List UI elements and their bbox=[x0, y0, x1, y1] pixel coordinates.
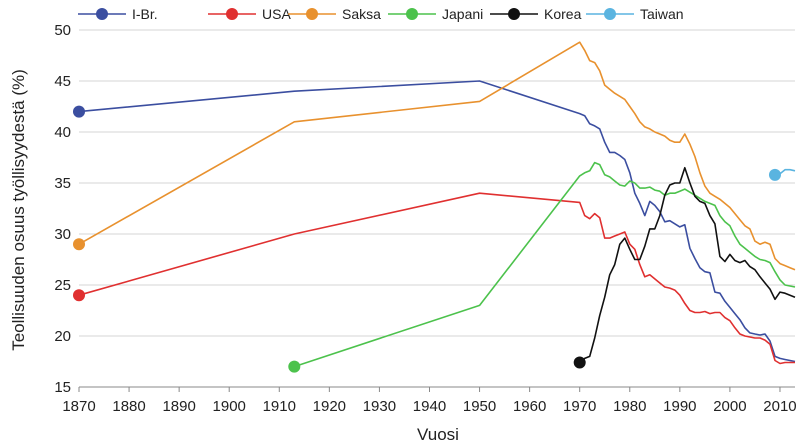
y-tick-label: 15 bbox=[54, 379, 71, 396]
legend-label-korea: Korea bbox=[544, 6, 582, 22]
x-axis-title: Vuosi bbox=[417, 425, 459, 444]
x-tick-label: 1870 bbox=[62, 398, 95, 415]
legend-marker-i-br bbox=[96, 8, 108, 20]
x-tick-label: 1880 bbox=[112, 398, 145, 415]
series-line-i-br bbox=[78, 80, 796, 363]
x-tick-label: 1930 bbox=[363, 398, 396, 415]
y-tick-label: 20 bbox=[54, 328, 71, 345]
y-tick-label: 30 bbox=[54, 226, 71, 243]
legend-label-usa: USA bbox=[262, 6, 291, 22]
series-lines bbox=[78, 41, 796, 368]
series-line-saksa bbox=[78, 41, 796, 271]
legend-marker-japani bbox=[406, 8, 418, 20]
x-tick-label: 2000 bbox=[713, 398, 746, 415]
y-tick-label: 45 bbox=[54, 73, 71, 90]
x-tick-label: 1970 bbox=[563, 398, 596, 415]
x-tick-label: 1960 bbox=[513, 398, 546, 415]
y-tick-label: 35 bbox=[54, 175, 71, 192]
y-tick-label: 40 bbox=[54, 124, 71, 141]
x-tick-label: 1950 bbox=[463, 398, 496, 415]
series-marker-japani bbox=[288, 360, 301, 373]
series-line-korea bbox=[579, 166, 796, 364]
series-marker-i-br bbox=[73, 105, 85, 118]
axes: 15 20 25 30 35 40 45 50 1870 1880 1890 1900 1910 1920… bbox=[54, 22, 796, 415]
x-tick-label: 1940 bbox=[413, 398, 446, 415]
series-marker-taiwan bbox=[768, 168, 781, 181]
y-tick-label: 25 bbox=[54, 277, 71, 294]
x-tick-label: 2010 bbox=[763, 398, 796, 415]
series-marker-saksa bbox=[73, 238, 85, 251]
x-tick-label: 1910 bbox=[263, 398, 296, 415]
y-tick-label: 50 bbox=[54, 22, 71, 39]
legend-marker-saksa bbox=[306, 8, 318, 20]
x-tick-label: 1980 bbox=[613, 398, 646, 415]
legend: I-Br. USA Saksa Japani Korea Taiwan bbox=[78, 6, 684, 22]
y-axis-title: Teollisuuden osuus työllisyydestä (%) bbox=[9, 69, 28, 351]
series-line-japani bbox=[294, 161, 796, 368]
x-tick-label: 1900 bbox=[213, 398, 246, 415]
legend-label-i-br: I-Br. bbox=[132, 6, 158, 22]
legend-label-taiwan: Taiwan bbox=[640, 6, 684, 22]
series-markers bbox=[73, 105, 781, 373]
x-tick-label: 1920 bbox=[313, 398, 346, 415]
series-line-usa bbox=[78, 192, 795, 365]
legend-label-saksa: Saksa bbox=[342, 6, 381, 22]
legend-label-japani: Japani bbox=[442, 6, 483, 22]
series-marker-usa bbox=[73, 289, 85, 302]
legend-marker-taiwan bbox=[604, 8, 616, 20]
x-tick-label: 1890 bbox=[162, 398, 195, 415]
x-tick-label: 1990 bbox=[663, 398, 696, 415]
series-marker-korea bbox=[573, 356, 586, 369]
legend-marker-usa bbox=[226, 8, 238, 20]
legend-marker-korea bbox=[508, 8, 520, 20]
